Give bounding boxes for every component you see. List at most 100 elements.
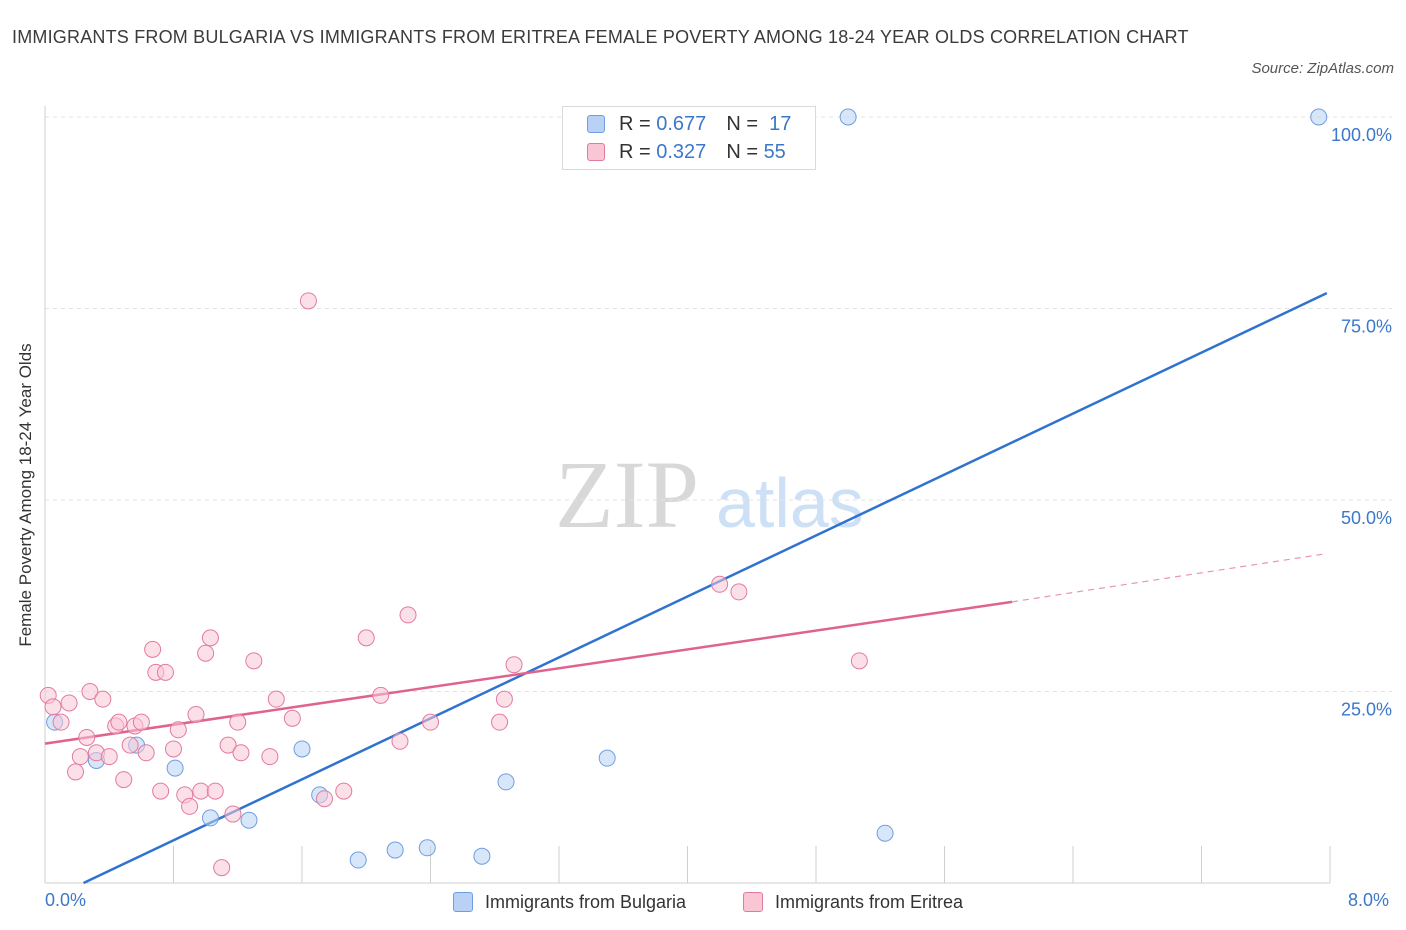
point-eritrea [267, 690, 285, 708]
point-bulgaria [839, 108, 857, 126]
source-label: Source: ZipAtlas.com [1251, 60, 1394, 77]
point-eritrea [201, 629, 219, 647]
point-bulgaria [598, 749, 616, 767]
point-bulgaria [386, 841, 404, 859]
y-axis-label: Female Poverty Among 18-24 Year Olds [16, 343, 35, 647]
point-eritrea [850, 652, 868, 670]
stats-row-bulgaria: R = 0.677 N = 17 [587, 112, 791, 136]
y-tick-label: 75.0% [1341, 317, 1392, 337]
legend-item-bulgaria: Immigrants from Bulgaria [453, 888, 686, 916]
trend-lines [44, 292, 1328, 885]
point-eritrea [283, 709, 301, 727]
point-eritrea [137, 744, 155, 762]
x-tick-label-max: 8.0% [1348, 890, 1390, 910]
point-eritrea [100, 748, 118, 766]
point-eritrea [60, 694, 78, 712]
legend-item-eritrea: Immigrants from Eritrea [743, 888, 963, 916]
bulgaria-swatch [587, 115, 605, 133]
point-eritrea [491, 713, 509, 731]
point-eritrea [245, 652, 263, 670]
point-eritrea [232, 744, 250, 762]
point-eritrea [229, 713, 247, 731]
point-bulgaria [876, 824, 894, 842]
r-label: R = [619, 140, 651, 163]
point-eritrea [44, 698, 62, 716]
point-eritrea [399, 606, 417, 624]
point-eritrea [181, 797, 199, 815]
point-eritrea [115, 771, 133, 789]
point-eritrea [165, 740, 182, 758]
eritrea-legend-swatch [743, 892, 763, 912]
point-eritrea [206, 782, 224, 800]
point-eritrea [335, 782, 353, 800]
point-eritrea [110, 713, 128, 731]
point-bulgaria [201, 809, 219, 827]
point-bulgaria [240, 811, 258, 829]
y-tick-label: 100.0% [1331, 125, 1392, 145]
y-tick-label: 25.0% [1341, 700, 1392, 720]
point-eritrea [391, 732, 409, 750]
r-value-eritrea: 0.327 [656, 140, 707, 163]
point-eritrea [372, 686, 390, 704]
watermark-zip: ZIP [555, 441, 699, 548]
r-value-bulgaria: 0.677 [656, 112, 707, 135]
point-eritrea [169, 721, 187, 739]
point-eritrea [299, 292, 317, 310]
point-eritrea [213, 859, 231, 877]
point-eritrea [261, 748, 279, 766]
point-bulgaria [473, 847, 491, 865]
point-eritrea [422, 713, 439, 731]
point-bulgaria [418, 839, 436, 857]
point-eritrea [67, 763, 85, 781]
x-ticks [44, 846, 1331, 883]
point-bulgaria [497, 773, 515, 791]
point-eritrea [81, 683, 99, 700]
point-bulgaria [293, 740, 311, 758]
point-eritrea [224, 805, 242, 823]
point-eritrea [94, 690, 112, 708]
stats-row-eritrea: R = 0.327 N = 55 [587, 140, 786, 164]
data-points [39, 108, 1328, 877]
point-eritrea [315, 790, 333, 808]
n-label: N = [726, 140, 758, 163]
point-eritrea [187, 705, 205, 723]
watermark: ZIP atlas [555, 441, 864, 548]
point-eritrea [711, 575, 729, 593]
point-eritrea [357, 629, 375, 647]
chart-title: IMMIGRANTS FROM BULGARIA VS IMMIGRANTS F… [12, 27, 1189, 47]
point-eritrea [505, 656, 523, 674]
point-bulgaria [166, 759, 184, 777]
point-eritrea [78, 728, 96, 746]
point-eritrea [192, 782, 210, 800]
point-eritrea [219, 736, 237, 754]
point-eritrea [730, 583, 748, 601]
point-eritrea [197, 644, 215, 662]
trend-line-bulgaria [83, 292, 1328, 885]
point-eritrea [71, 748, 89, 766]
point-bulgaria [1310, 108, 1328, 126]
gridlines [45, 116, 1392, 692]
point-eritrea [156, 663, 174, 681]
legend-label-bulgaria: Immigrants from Bulgaria [485, 891, 687, 912]
y-tick-label: 50.0% [1341, 508, 1392, 528]
n-value-eritrea: 55 [763, 140, 786, 163]
point-eritrea [144, 640, 162, 658]
point-bulgaria [349, 851, 367, 869]
trend-line-eritrea [44, 600, 1013, 745]
x-tick-label-min: 0.0% [45, 890, 87, 910]
watermark-atlas: atlas [716, 464, 864, 542]
r-label: R = [619, 112, 651, 135]
eritrea-swatch [587, 143, 605, 161]
n-value-bulgaria: 17 [769, 112, 792, 135]
point-eritrea [52, 713, 70, 731]
trend-extension-eritrea [1011, 553, 1327, 603]
y-tick-labels: 25.0% 50.0% 75.0% 100.0% [1331, 125, 1392, 720]
point-eritrea [132, 713, 150, 731]
bulgaria-legend-swatch [453, 892, 473, 912]
point-eritrea [152, 782, 170, 800]
stats-legend: R = 0.677 N = 17 R = 0.327 N = 55 [562, 106, 816, 170]
n-label: N = [726, 112, 758, 135]
point-eritrea [495, 690, 513, 708]
legend-label-eritrea: Immigrants from Eritrea [775, 891, 964, 912]
